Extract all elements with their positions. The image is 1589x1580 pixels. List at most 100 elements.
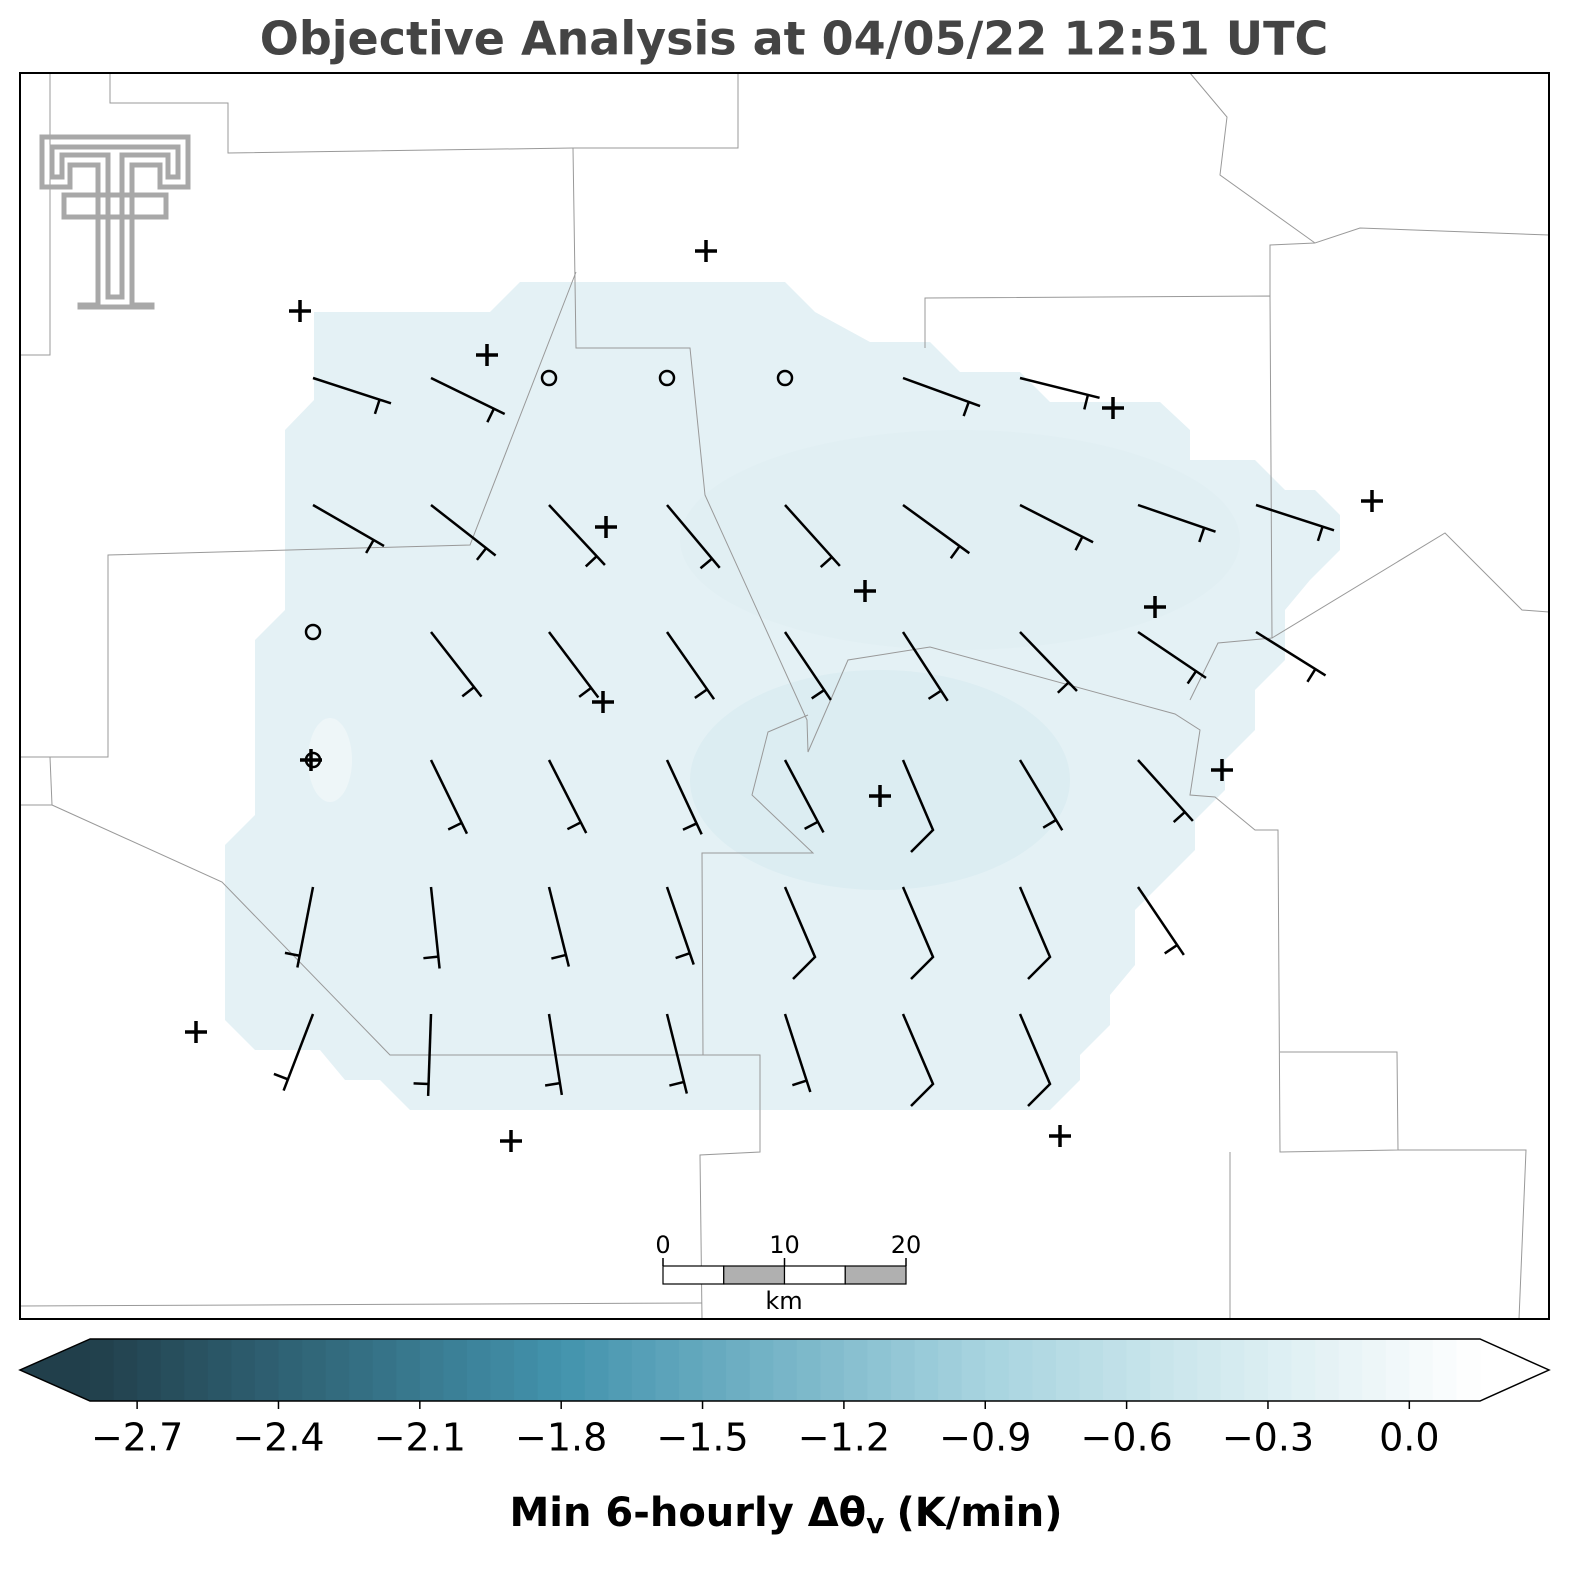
colorbar-band [254,1339,280,1401]
colorbar-band [820,1339,845,1401]
station [1049,1125,1071,1147]
wind-barb [665,631,716,700]
colorbar-band [372,1339,397,1401]
colorbar-band [184,1339,209,1401]
wind-barb [665,886,695,965]
wind-barb-flag [461,686,475,698]
colorbar-extend-low [20,1339,90,1401]
colorbar-band [1456,1339,1481,1401]
colorbar-band [867,1339,892,1401]
colorbar-band [843,1339,869,1401]
colorbar-band [773,1339,798,1401]
wind-barb-flag [791,1079,808,1087]
wind-barb-flag [927,689,942,700]
station [289,300,311,322]
wind-barb-flag [423,955,439,960]
wind-barb [1137,503,1216,533]
wind-barb [783,759,825,833]
wind-barb [1137,630,1207,679]
colorbar-band [584,1339,609,1401]
colorbar-label-sub: v [866,1507,884,1540]
colorbar-band [231,1339,256,1401]
wind-barb [430,504,497,557]
scale-segment [662,1265,725,1285]
county-line [924,295,1273,701]
calm-wind [776,369,794,387]
wind-barb [547,886,571,967]
county-line [19,1302,703,1307]
colorbar-band [1291,1339,1316,1401]
colorbar-band [160,1339,185,1401]
wind-barb [1019,631,1078,692]
colorbar-band [137,1339,162,1401]
colorbar-band [655,1339,680,1401]
colorbar-band [891,1339,916,1401]
county-line [20,271,577,758]
station [1144,596,1166,618]
station [869,785,891,807]
wind-barb-flag [1074,536,1084,551]
colorbar-band [302,1339,327,1401]
wind-barb-flag [949,545,961,560]
wind-barb [665,1013,689,1094]
wind-barb [783,631,832,701]
colorbar-band [325,1339,350,1401]
wind-barb-flag [699,557,713,570]
wind-barb [1018,1013,1052,1107]
station [1211,759,1233,781]
colorbar-band [278,1339,303,1401]
wind-barb [901,759,935,853]
wind-barb-flag [365,539,375,554]
wind-barb-flag [962,401,970,417]
wind-barb [666,504,721,569]
station [500,1130,522,1152]
county-line [109,73,739,154]
scale-unit: km [765,1287,802,1315]
wind-barb-flag [669,1080,685,1087]
wind-barb-flag [675,952,691,960]
colorbar-band [1409,1339,1434,1401]
wind-barb [1137,759,1194,822]
wind-barb [783,1013,812,1093]
wind-barb-flag [447,821,463,831]
wind-barb [429,759,469,835]
county-line [1189,72,1550,244]
colorbar-band [514,1339,539,1401]
colorbar-tick-label: −1.5 [656,1416,748,1460]
wind-barbs [273,369,1335,1107]
wind-barb [783,886,817,980]
colorbar-band [961,1339,986,1401]
wind-barb [1018,759,1064,831]
wind-barb [784,504,841,567]
wind-barb-flag [475,547,488,561]
wind-barb [548,631,600,699]
wind-barb-flag [804,820,819,830]
wind-barb [665,759,703,835]
wind-barb [430,376,506,416]
wind-barb [429,886,441,969]
colorbar-band [466,1339,492,1401]
map-frame [19,72,1550,1320]
colorbar-band [702,1339,727,1401]
wind-barb [547,1013,564,1096]
colorbar-band [608,1339,633,1401]
title: Objective Analysis at 04/05/22 12:51 UTC [260,12,1329,66]
wind-barb [1136,886,1185,956]
wind-barb [1255,503,1335,532]
wind-barb-flag [584,555,598,568]
scale-label: 0 [655,1231,670,1259]
scale-label: 20 [891,1231,922,1259]
station [300,749,322,771]
colorbar-band [1008,1339,1033,1401]
wind-barb [296,886,315,968]
colorbar-tick-label: −0.3 [1222,1416,1314,1460]
colorbar-band [443,1339,468,1401]
colorbar-band [938,1339,963,1401]
colorbar-band [1385,1339,1410,1401]
wind-barb-flag [1056,681,1070,694]
wind-barb [547,759,588,834]
wind-barb [901,1013,935,1107]
wind-barb [902,503,971,555]
colorbar-label-main: Min 6-hourly Δθ [510,1490,867,1536]
colorbar-band [1103,1339,1128,1401]
